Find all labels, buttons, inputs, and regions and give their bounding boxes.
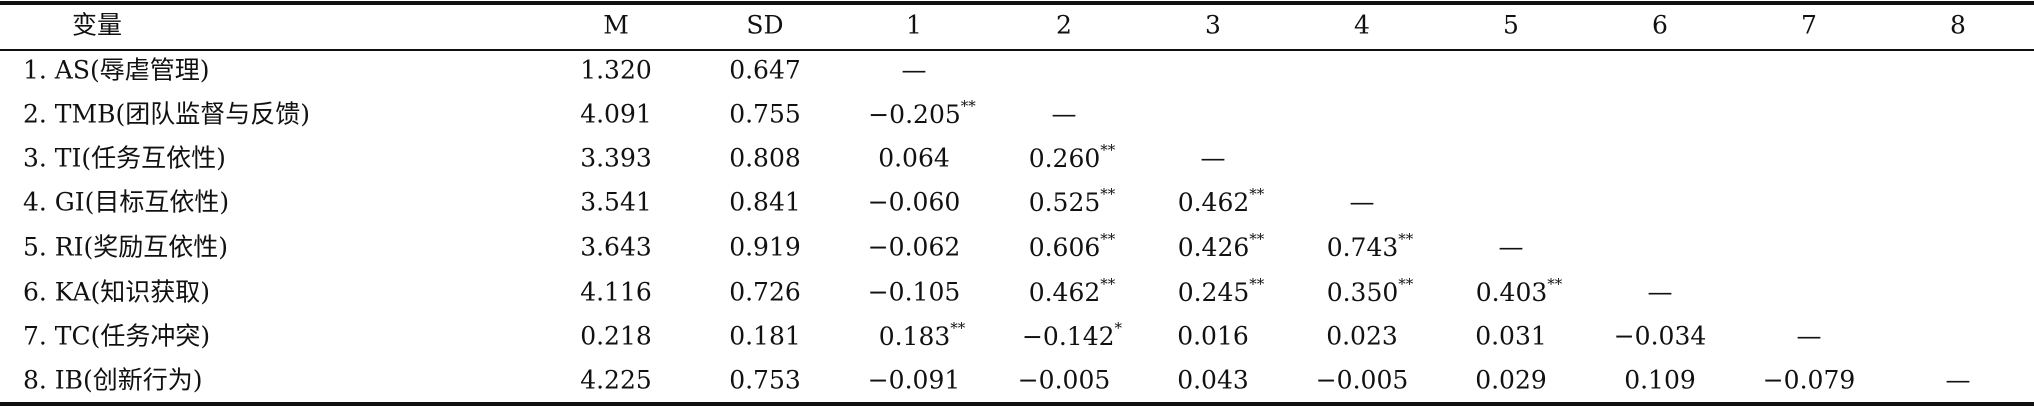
correlation: −0.091 <box>868 366 961 395</box>
correlation-value: 0.426 <box>1178 233 1250 262</box>
column-header: 5 <box>1503 11 1519 40</box>
sd: 0.753 <box>729 366 801 395</box>
mean: 3.393 <box>580 144 652 173</box>
correlation-value: 0.183 <box>879 322 951 351</box>
column-header: 7 <box>1801 11 1817 40</box>
correlation: 0.183** <box>879 319 966 351</box>
significance: ** <box>1100 230 1116 248</box>
sd: 0.755 <box>729 100 801 129</box>
significance: ** <box>1249 275 1265 293</box>
correlation: −0.079 <box>1763 366 1856 395</box>
column-header: 8 <box>1950 11 1966 40</box>
row-label: 1. AS(辱虐管理) <box>23 56 210 85</box>
significance: ** <box>950 319 966 337</box>
significance: ** <box>1547 275 1563 293</box>
row-label: 3. TI(任务互依性) <box>23 144 226 173</box>
correlation: 0.043 <box>1177 366 1249 395</box>
column-header: SD <box>746 11 783 40</box>
significance: ** <box>1398 230 1414 248</box>
significance: ** <box>1100 141 1116 159</box>
correlation: 0.462** <box>1178 185 1265 217</box>
correlation: 0.743** <box>1327 230 1414 262</box>
mean: 4.091 <box>580 100 652 129</box>
correlation: 0.031 <box>1475 322 1547 351</box>
correlation-value: 0.260 <box>1029 144 1101 173</box>
column-header: 1 <box>906 11 922 40</box>
correlation: 0.245** <box>1178 275 1265 307</box>
column-header: 2 <box>1056 11 1072 40</box>
mean: 1.320 <box>580 56 652 85</box>
significance: ** <box>1100 275 1116 293</box>
correlation-value: 0.743 <box>1327 233 1399 262</box>
correlation: 0.350** <box>1327 275 1414 307</box>
correlation: — <box>1648 278 1673 307</box>
significance: ** <box>1398 275 1414 293</box>
sd: 0.808 <box>729 144 801 173</box>
correlation: −0.205** <box>868 97 976 129</box>
correlation: — <box>902 56 927 85</box>
mean: 3.643 <box>580 233 652 262</box>
correlation: 0.462** <box>1029 275 1116 307</box>
correlation-value: 0.462 <box>1178 188 1250 217</box>
column-header: 4 <box>1354 11 1370 40</box>
correlation: — <box>1052 100 1077 129</box>
correlation: 0.109 <box>1624 366 1696 395</box>
row-label: 5. RI(奖励互依性) <box>23 233 228 262</box>
correlation-value: −0.142 <box>1022 322 1115 351</box>
row-label: 7. TC(任务冲突) <box>23 322 210 351</box>
correlation: — <box>1201 144 1226 173</box>
row-label: 2. TMB(团队监督与反馈) <box>23 100 310 129</box>
correlation: 0.023 <box>1326 322 1398 351</box>
significance: ** <box>1249 185 1265 203</box>
correlation: −0.060 <box>868 188 961 217</box>
correlation-value: 0.403 <box>1476 278 1548 307</box>
significance: ** <box>1249 230 1265 248</box>
mean: 4.116 <box>580 278 652 307</box>
correlation-value: 0.606 <box>1029 233 1101 262</box>
correlation: −0.105 <box>868 278 961 307</box>
column-header: 变量 <box>72 11 122 40</box>
correlation: — <box>1499 233 1524 262</box>
correlation: — <box>1797 322 1822 351</box>
correlation: 0.064 <box>878 144 950 173</box>
correlation: 0.029 <box>1475 366 1547 395</box>
correlation: −0.034 <box>1614 322 1707 351</box>
sd: 0.181 <box>729 322 801 351</box>
correlation-value: 0.350 <box>1327 278 1399 307</box>
column-header: 6 <box>1652 11 1668 40</box>
correlation: 0.606** <box>1029 230 1116 262</box>
row-label: 8. IB(创新行为) <box>23 366 203 395</box>
sd: 0.726 <box>729 278 801 307</box>
correlation-value: 0.525 <box>1029 188 1101 217</box>
correlation: 0.403** <box>1476 275 1563 307</box>
correlation: 0.016 <box>1177 322 1249 351</box>
correlation-value: 0.245 <box>1178 278 1250 307</box>
correlation: — <box>1350 188 1375 217</box>
mean: 3.541 <box>580 188 652 217</box>
correlation: 0.525** <box>1029 185 1116 217</box>
correlation: 0.426** <box>1178 230 1265 262</box>
correlation-value: 0.462 <box>1029 278 1101 307</box>
mean: 0.218 <box>580 322 652 351</box>
sd: 0.647 <box>729 56 801 85</box>
correlation: −0.062 <box>868 233 961 262</box>
correlation: — <box>1946 366 1971 395</box>
column-header: 3 <box>1205 11 1221 40</box>
mean: 4.225 <box>580 366 652 395</box>
sd: 0.919 <box>729 233 801 262</box>
correlation-value: −0.205 <box>868 100 961 129</box>
sd: 0.841 <box>729 188 801 217</box>
significance: ** <box>1100 185 1116 203</box>
row-label: 6. KA(知识获取) <box>23 278 210 307</box>
column-header: M <box>603 11 629 40</box>
correlation: −0.005 <box>1316 366 1409 395</box>
correlation: −0.005 <box>1018 366 1111 395</box>
significance: ** <box>961 97 977 115</box>
row-label: 4. GI(目标互依性) <box>23 188 229 217</box>
correlation: −0.142* <box>1022 319 1123 351</box>
correlation: 0.260** <box>1029 141 1116 173</box>
significance: * <box>1115 319 1123 337</box>
